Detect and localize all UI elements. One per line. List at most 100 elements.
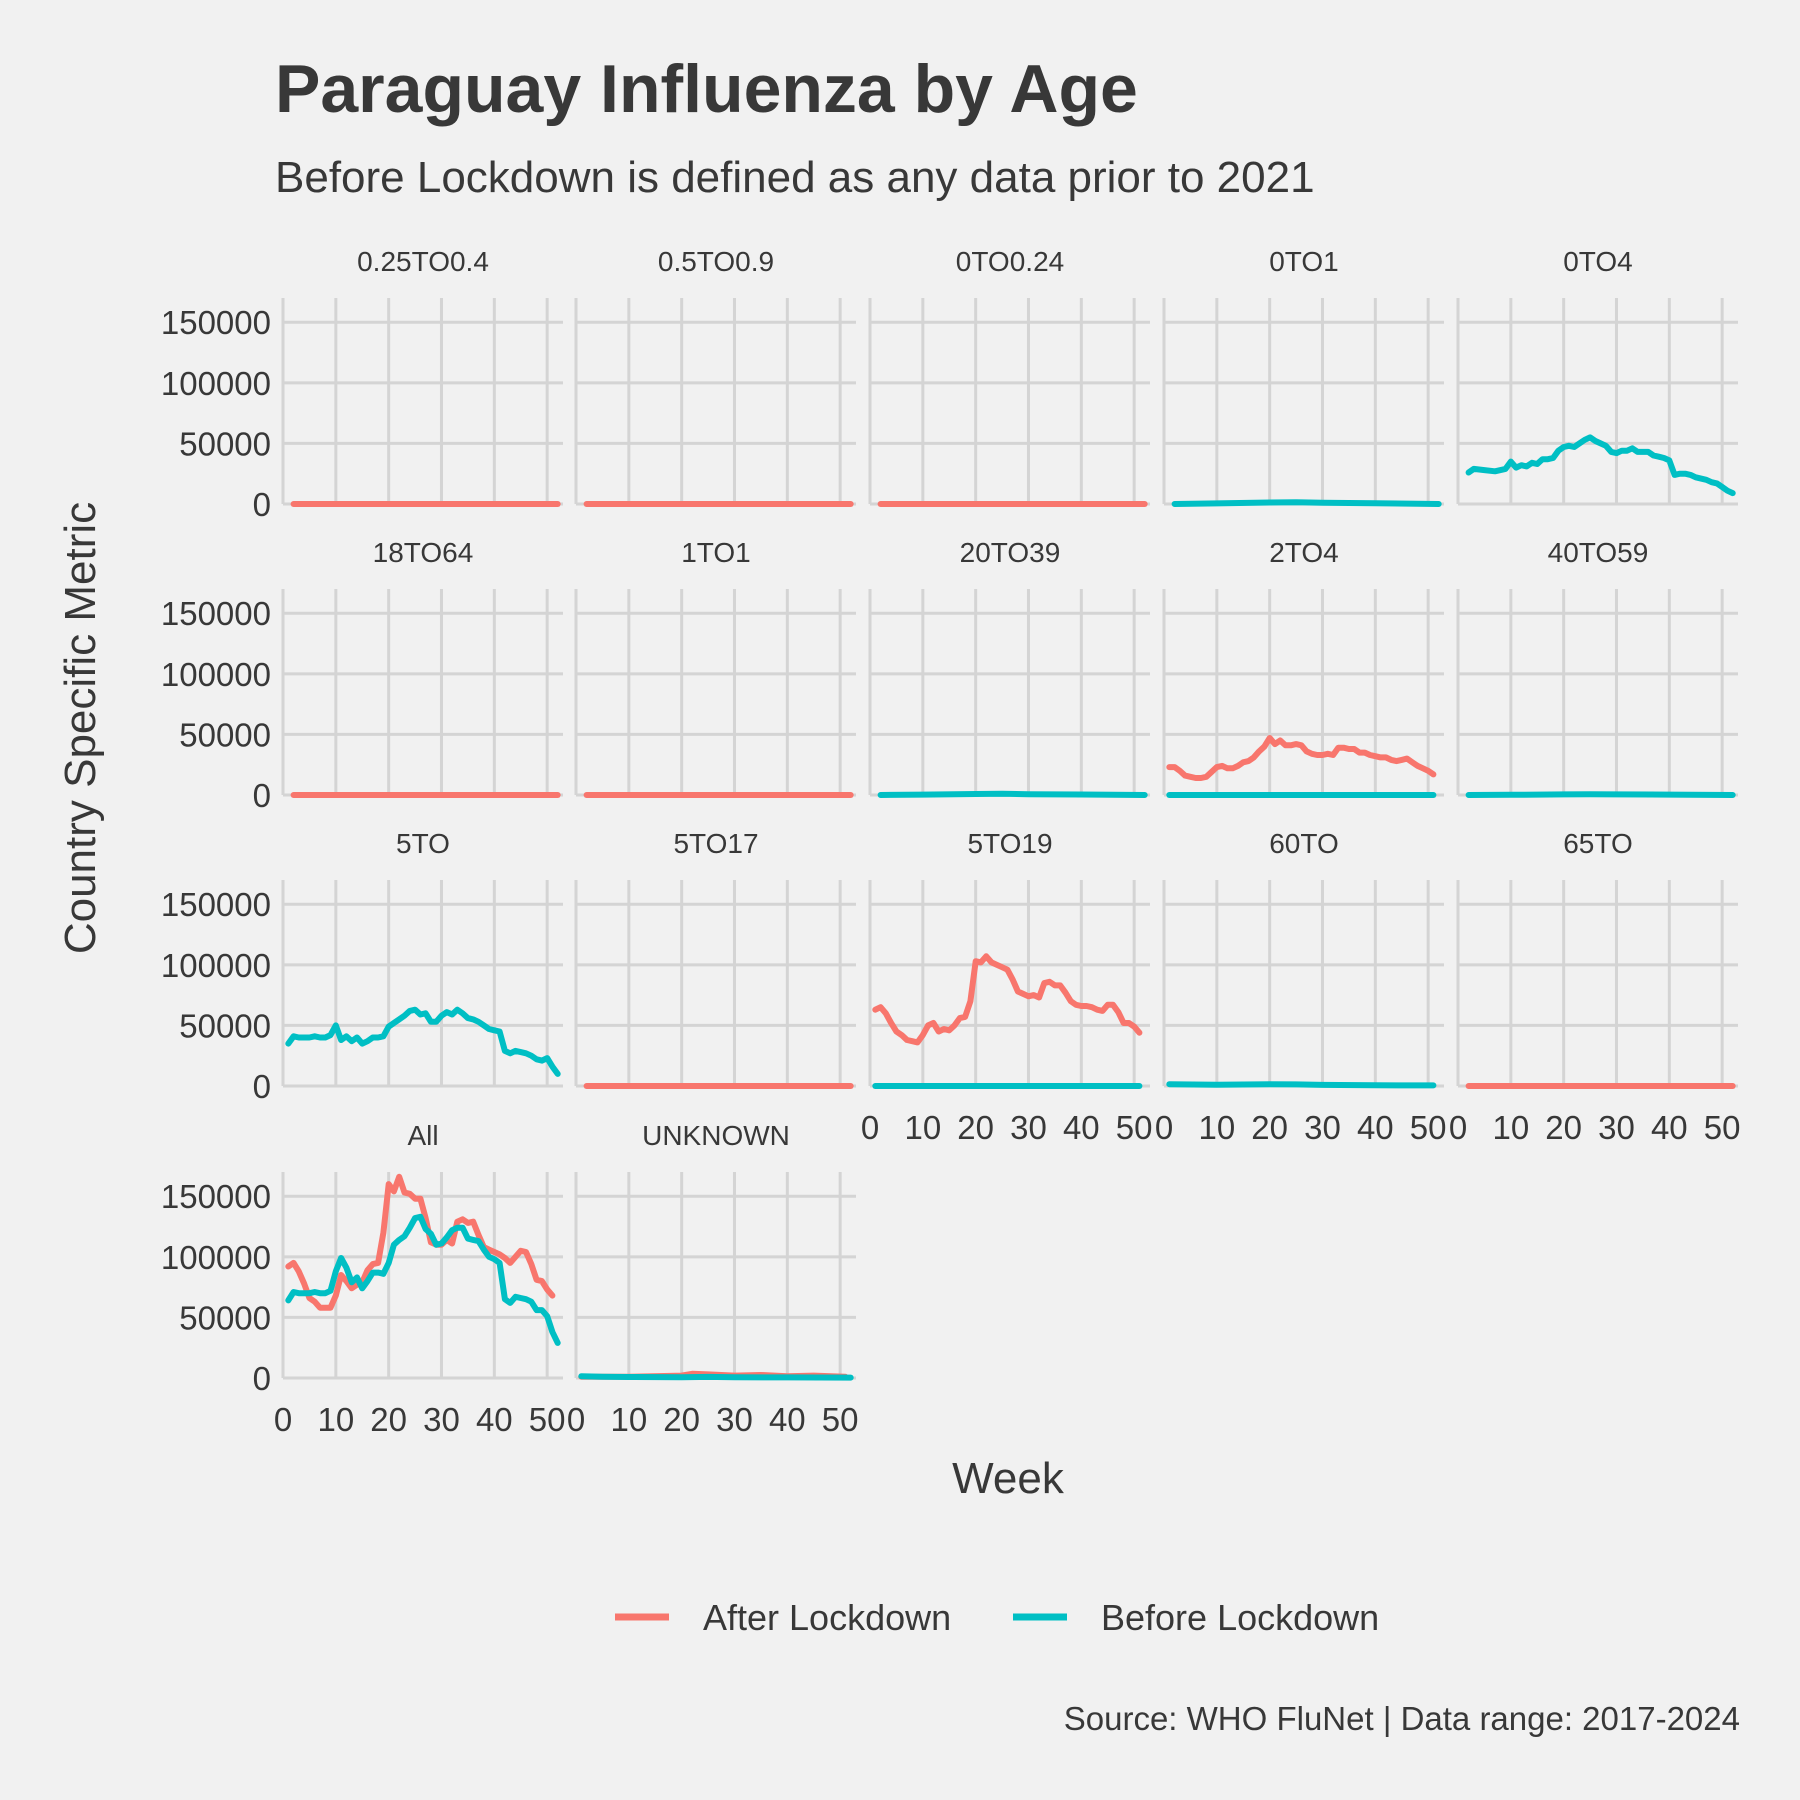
facet-label: 0.5TO0.9 — [658, 246, 774, 277]
facet-label: 2TO4 — [1269, 537, 1339, 568]
series-line-before-lockdown — [285, 1006, 561, 1077]
y-tick-label: 100000 — [161, 947, 271, 984]
x-tick-label: 30 — [1598, 1109, 1635, 1146]
series-line-before-lockdown — [1465, 791, 1736, 798]
y-axis-title: Country Specific Metric — [56, 502, 105, 954]
facet-panel-65to: 65TO 0 10 20 30 40 50 — [1449, 828, 1741, 1146]
facet-label: UNKNOWN — [642, 1120, 790, 1151]
legend-label-before-lockdown: Before Lockdown — [1101, 1597, 1379, 1638]
facet-panel-2to4: 2TO4 — [1162, 537, 1444, 798]
x-tick-label: 10 — [904, 1109, 941, 1146]
chart-caption: Source: WHO FluNet | Data range: 2017-20… — [1064, 1700, 1740, 1737]
x-tick-label: 0 — [567, 1401, 585, 1438]
x-tick-label: 0 — [861, 1109, 879, 1146]
series-line-after-lockdown — [1166, 735, 1437, 781]
x-tick-label: 40 — [476, 1401, 513, 1438]
facet-label: 40TO59 — [1548, 537, 1649, 568]
x-tick-label: 20 — [370, 1401, 407, 1438]
facet-label: 0.25TO0.4 — [357, 246, 489, 277]
x-axis-title: Week — [952, 1454, 1065, 1503]
x-tick-label: 40 — [1063, 1109, 1100, 1146]
x-tick-label: 10 — [317, 1401, 354, 1438]
y-tick-label: 50000 — [179, 716, 271, 753]
x-tick-label: 10 — [1198, 1109, 1235, 1146]
facet-panel-40to59: 40TO59 — [1456, 537, 1738, 798]
x-tick-label: 40 — [1357, 1109, 1394, 1146]
facet-label: 20TO39 — [960, 537, 1061, 568]
facet-panel-0-5to0-9: 0.5TO0.9 — [574, 246, 856, 507]
x-tick-label: 50 — [1116, 1109, 1153, 1146]
x-tick-label: 50 — [1410, 1109, 1447, 1146]
x-tick-label: 50 — [529, 1401, 566, 1438]
x-tick-label: 40 — [1651, 1109, 1688, 1146]
x-tick-label: 40 — [769, 1401, 806, 1438]
x-tick-label: 10 — [610, 1401, 647, 1438]
legend-label-after-lockdown: After Lockdown — [703, 1597, 951, 1638]
series-line-before-lockdown — [1171, 499, 1442, 507]
facet-label: 65TO — [1563, 828, 1633, 859]
x-tick-label: 10 — [1492, 1109, 1529, 1146]
series-line-before-lockdown — [1465, 434, 1736, 497]
facet-panel-5to: 5TO 0 50000 100000 150000 — [161, 828, 563, 1105]
y-tick-label: 100000 — [161, 365, 271, 402]
facet-panel-60to: 60TO 0 10 20 30 40 50 — [1155, 828, 1447, 1146]
facet-label: 60TO — [1269, 828, 1339, 859]
y-tick-label: 50000 — [179, 1007, 271, 1044]
facet-panel-5to19: 5TO19 0 10 20 30 40 50 — [861, 828, 1153, 1146]
series-line-before-lockdown — [285, 1213, 561, 1346]
facet-label: All — [407, 1120, 438, 1151]
facet-panel-all: All 0 50000 100000 150000 0 10 20 30 40 50 — [161, 1120, 566, 1438]
x-tick-label: 0 — [1449, 1109, 1467, 1146]
chart-subtitle: Before Lockdown is defined as any data p… — [275, 153, 1315, 202]
x-tick-label: 30 — [716, 1401, 753, 1438]
y-tick-label: 150000 — [161, 886, 271, 923]
y-tick-label: 100000 — [161, 656, 271, 693]
x-tick-label: 50 — [822, 1401, 859, 1438]
facet-label: 1TO1 — [681, 537, 751, 568]
facet-panel-20to39: 20TO39 — [868, 537, 1150, 798]
facet-panel-0to0-24: 0TO0.24 — [868, 246, 1150, 507]
x-tick-label: 20 — [663, 1401, 700, 1438]
x-tick-label: 20 — [1251, 1109, 1288, 1146]
chart-title: Paraguay Influenza by Age — [275, 51, 1138, 127]
facet-label: 0TO1 — [1269, 246, 1339, 277]
facet-panel-unknown: UNKNOWN 0 10 20 30 40 50 — [567, 1120, 859, 1438]
x-tick-label: 20 — [957, 1109, 994, 1146]
series-line-before-lockdown — [877, 790, 1148, 798]
facet-panel-0to4: 0TO4 — [1456, 246, 1738, 506]
x-tick-label: 30 — [423, 1401, 460, 1438]
x-tick-label: 50 — [1704, 1109, 1741, 1146]
facet-label: 5TO — [396, 828, 450, 859]
y-tick-label: 150000 — [161, 304, 271, 341]
y-tick-label: 0 — [253, 1068, 271, 1105]
y-tick-label: 150000 — [161, 1178, 271, 1215]
legend: After Lockdown Before Lockdown — [615, 1597, 1379, 1638]
facet-label: 5TO19 — [967, 828, 1052, 859]
x-tick-label: 0 — [274, 1401, 292, 1438]
x-tick-label: 20 — [1545, 1109, 1582, 1146]
x-tick-label: 0 — [1155, 1109, 1173, 1146]
facet-label: 18TO64 — [373, 537, 474, 568]
facet-panel-5to17: 5TO17 — [574, 828, 856, 1089]
facet-panel-18to64: 18TO64 0 50000 100000 150000 — [161, 537, 563, 814]
facet-label: 0TO4 — [1563, 246, 1633, 277]
y-tick-label: 0 — [253, 1360, 271, 1397]
x-tick-label: 30 — [1010, 1109, 1047, 1146]
series-line-after-lockdown — [285, 1173, 556, 1311]
facet-label: 5TO17 — [673, 828, 758, 859]
x-tick-label: 30 — [1304, 1109, 1341, 1146]
facet-label: 0TO0.24 — [956, 246, 1064, 277]
facet-panel-0-25to0-4: 0.25TO0.4 0 50000 100000 150000 — [161, 246, 563, 523]
y-tick-label: 50000 — [179, 425, 271, 462]
y-tick-label: 100000 — [161, 1239, 271, 1276]
series-line-before-lockdown — [578, 1373, 854, 1381]
facet-panel-1to1: 1TO1 — [574, 537, 856, 798]
facet-panel-0to1: 0TO1 — [1162, 246, 1444, 507]
y-tick-label: 0 — [253, 777, 271, 814]
series-line-before-lockdown — [1166, 1081, 1437, 1089]
y-tick-label: 0 — [253, 486, 271, 523]
y-tick-label: 150000 — [161, 595, 271, 632]
y-tick-label: 50000 — [179, 1299, 271, 1336]
